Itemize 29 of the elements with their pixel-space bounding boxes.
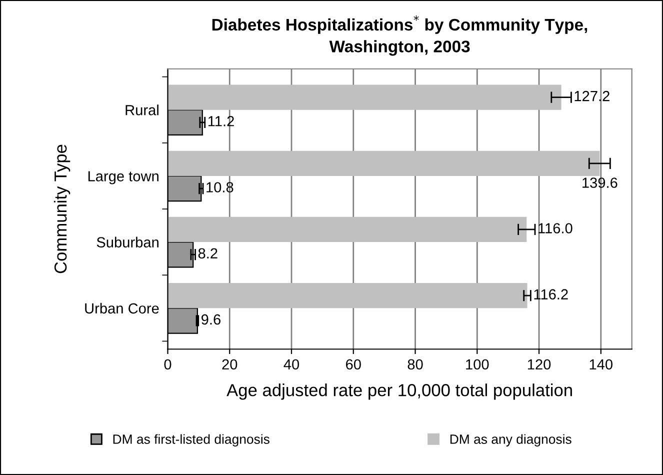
x-tick-label: 140 [590,359,612,370]
x-axis-title: Age adjusted rate per 10,000 total population [226,384,572,400]
bar [168,84,562,110]
chart-title: Diabetes Hospitalizations$^{*}$ by Community Type, Washington, 2003 [212,15,588,56]
x-tick-label: 120 [528,359,551,370]
data-label: 116.0 [538,223,572,234]
y-tick-label: Urban Core [85,302,159,314]
data-label: 8.2 [198,248,218,259]
x-tick-label: 100 [466,359,489,370]
data-label: 139.6 [582,178,618,188]
x-tick-label: 0 [164,359,172,370]
x-tick-label: 60 [346,359,361,370]
data-label: 9.6 [202,314,220,325]
legend-label: DM as first-listed diagnosis [113,434,270,446]
legend-label: DM as any diagnosis [450,434,572,446]
bar [168,216,527,242]
data-label: 127.2 [574,90,610,102]
x-tick-label: 20 [222,359,238,370]
bar [168,150,600,176]
data-label: 10.8 [206,182,234,192]
y-tick-label: Suburban [96,236,158,248]
x-tick-label: 40 [284,359,300,370]
x-tick-label: 80 [408,359,423,370]
data-label: 11.2 [208,116,234,126]
data-label: 116.2 [534,289,568,300]
y-axis-title: Community Type [54,144,70,274]
y-tick-label: Rural [126,104,158,116]
bar [168,283,528,308]
y-tick-label: Large town [88,171,158,184]
